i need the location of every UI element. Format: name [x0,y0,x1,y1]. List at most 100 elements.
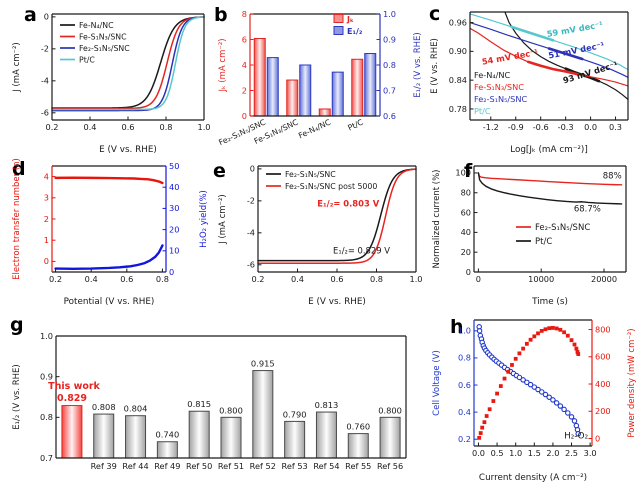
svg-text:0.6: 0.6 [121,122,134,132]
svg-text:6: 6 [242,34,247,44]
panel-c-chart: -1.2 -0.9 -0.6 -0.3 0.0 0.3 0.78 0.84 0.90 0.96 Lo… [430,11,629,155]
svg-text:0.0: 0.0 [584,122,597,132]
svg-text:Ref 39: Ref 39 [91,461,117,471]
svg-text:20: 20 [461,247,471,257]
svg-text:2.5: 2.5 [565,448,578,458]
svg-text:0.800: 0.800 [378,405,402,415]
svg-text:-4: -4 [247,228,255,238]
svg-text:Ref 52: Ref 52 [250,461,276,471]
svg-text:0.6: 0.6 [383,111,396,121]
svg-text:Pt/C: Pt/C [474,106,491,116]
svg-text:Ref 53: Ref 53 [282,461,308,471]
svg-text:Ref 54: Ref 54 [313,461,339,471]
svg-text:Ref 49: Ref 49 [154,461,180,471]
svg-text:J (mA cm⁻²): J (mA cm⁻²) [218,194,228,245]
svg-text:H₂-O₂: H₂-O₂ [564,432,588,442]
svg-text:Current density (A cm⁻²): Current density (A cm⁻²) [479,473,587,483]
svg-text:4: 4 [242,60,247,70]
svg-text:E₁/₂: E₁/₂ [347,27,363,36]
svg-text:-6: -6 [247,260,255,270]
svg-text:Fe₂-S₁N₅/SNC: Fe₂-S₁N₅/SNC [285,170,336,179]
svg-text:2: 2 [44,214,49,224]
svg-text:0: 0 [44,12,49,22]
svg-text:0.9: 0.9 [383,34,396,44]
svg-text:0.804: 0.804 [124,404,148,414]
svg-text:0.800: 0.800 [219,405,243,415]
svg-text:-0.9: -0.9 [508,122,524,132]
svg-text:0.96: 0.96 [449,17,467,27]
svg-text:0.8: 0.8 [40,412,53,422]
svg-text:0: 0 [44,256,49,266]
svg-text:50: 50 [169,161,179,171]
svg-text:1.0: 1.0 [458,326,471,336]
svg-text:200: 200 [595,406,611,416]
svg-text:0.790: 0.790 [283,409,307,419]
svg-text:E₁/₂= 0.803 V: E₁/₂= 0.803 V [317,198,379,208]
svg-text:20: 20 [169,224,179,234]
svg-text:-0.3: -0.3 [558,122,574,132]
svg-text:1.5: 1.5 [528,448,541,458]
panel-f-label: f [464,160,473,182]
svg-text:1.0: 1.0 [509,448,522,458]
svg-text:Ref 51: Ref 51 [218,461,244,471]
svg-text:E (V vs. RHE): E (V vs. RHE) [430,38,440,94]
panel-b-label: b [214,4,228,26]
svg-text:This work: This work [48,381,100,392]
svg-text:0.8: 0.8 [159,122,172,132]
svg-text:0.4: 0.4 [85,274,98,284]
svg-text:Ref 44: Ref 44 [122,461,148,471]
svg-text:E₁/₂ (V vs. RHE): E₁/₂ (V vs. RHE) [12,364,22,429]
svg-text:0.808: 0.808 [92,402,116,412]
svg-text:0.760: 0.760 [346,422,370,432]
svg-text:-1.2: -1.2 [483,122,499,132]
svg-text:H₂O₂ yield(%): H₂O₂ yield(%) [199,190,209,248]
svg-text:-6: -6 [41,108,49,118]
svg-text:0.78: 0.78 [449,104,467,114]
svg-text:0: 0 [476,274,481,284]
svg-text:3: 3 [44,193,49,203]
svg-text:-0.6: -0.6 [533,122,549,132]
panel-c-label: c [429,3,441,25]
svg-text:1.0: 1.0 [409,274,422,284]
svg-text:E₁/₂ (V vs. RHE): E₁/₂ (V vs. RHE) [413,32,423,97]
svg-text:0.4: 0.4 [291,274,304,284]
svg-text:0.6: 0.6 [330,274,343,284]
panel-g-label: g [10,314,24,336]
svg-text:Ref 55: Ref 55 [345,461,371,471]
svg-text:Power density (mW cm⁻²): Power density (mW cm⁻²) [627,328,637,437]
svg-text:E₁/₂= 0.829 V: E₁/₂= 0.829 V [333,246,390,256]
panel-d-label: d [12,158,26,180]
panel-f-chart: 0 10000 20000 0 20 40 60 80 100 Time (s) Normalize… [432,165,627,307]
svg-text:J (mA cm⁻²): J (mA cm⁻²) [12,42,22,93]
svg-text:0.2: 0.2 [49,274,62,284]
svg-text:Fe-N₄/NC: Fe-N₄/NC [79,21,114,30]
svg-text:1.0: 1.0 [197,122,210,132]
svg-text:4: 4 [44,171,49,181]
svg-text:0: 0 [242,111,247,121]
svg-text:Normalized current (%): Normalized current (%) [432,170,442,269]
svg-text:0.84: 0.84 [449,75,467,85]
svg-text:0: 0 [250,164,255,174]
svg-text:10: 10 [169,246,179,256]
svg-text:0.2: 0.2 [458,434,471,444]
svg-text:0.9: 0.9 [40,371,53,381]
svg-text:0.740: 0.740 [155,430,179,440]
svg-text:400: 400 [595,379,611,389]
svg-text:Fe-N₄/NC: Fe-N₄/NC [474,70,511,80]
svg-text:68.7%: 68.7% [574,205,601,215]
svg-text:60: 60 [461,207,471,217]
svg-text:0.5: 0.5 [491,448,504,458]
svg-text:80: 80 [461,188,471,198]
svg-text:59 mV dec⁻¹: 59 mV dec⁻¹ [546,19,604,39]
svg-text:Potential (V vs. RHE): Potential (V vs. RHE) [64,297,155,307]
svg-text:0.7: 0.7 [40,453,53,463]
svg-text:40: 40 [169,182,179,192]
svg-text:E (V vs. RHE): E (V vs. RHE) [308,297,366,307]
svg-text:0.815: 0.815 [187,399,211,409]
svg-text:1: 1 [44,235,49,245]
svg-text:Fe-S₁N₃/SNC: Fe-S₁N₃/SNC [79,33,127,42]
svg-text:Fe₂-S₁N₅/SNC: Fe₂-S₁N₅/SNC [535,223,590,233]
svg-text:0.6: 0.6 [458,380,471,390]
